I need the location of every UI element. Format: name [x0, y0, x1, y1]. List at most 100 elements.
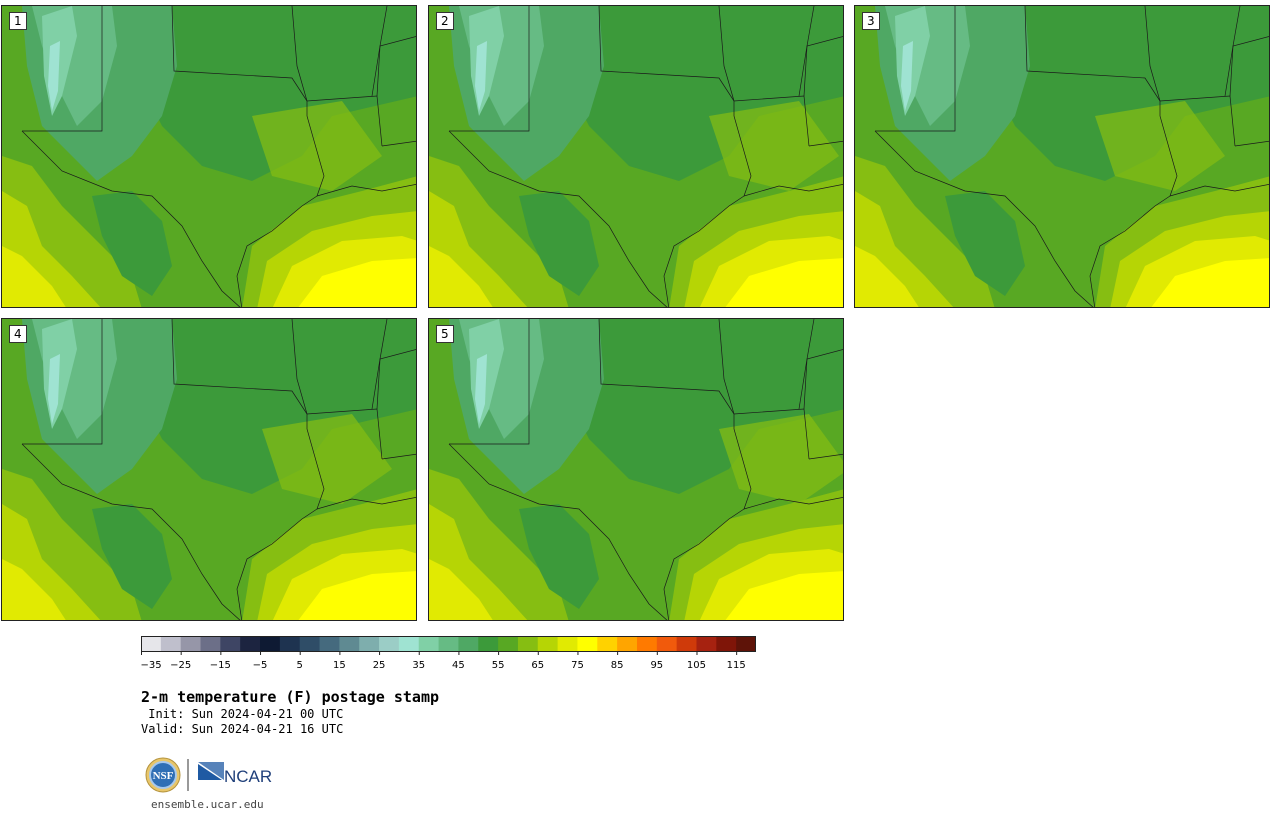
colorbar-swatch: [498, 636, 519, 652]
colorbar-swatch: [716, 636, 737, 652]
colorbar-tick-label: 75: [571, 660, 584, 671]
temperature-zone: [429, 246, 493, 307]
member-panel-3: 3: [854, 5, 1270, 308]
colorbar-swatch: [299, 636, 321, 652]
coastline: [663, 508, 745, 620]
colorbar-swatch: [418, 636, 440, 652]
temperature-zone: [48, 41, 60, 111]
colorbar-border: [141, 636, 756, 652]
coastline: [316, 184, 416, 197]
coastline: [743, 497, 843, 510]
state-border: [1224, 6, 1241, 97]
temperature-zone: [298, 258, 416, 307]
colorbar-tick-label: −25: [170, 660, 191, 671]
state-border: [291, 319, 383, 460]
temperature-zone: [48, 354, 60, 424]
colorbar-swatch: [557, 636, 578, 652]
state-border: [22, 319, 103, 445]
colorbar-tick-label: 105: [687, 660, 706, 671]
member-panel-4: 4: [1, 318, 417, 621]
state-border: [1144, 6, 1236, 147]
state-border: [449, 319, 530, 445]
colorbar-swatch: [180, 636, 202, 652]
colorbar-swatch: [260, 636, 281, 652]
temperature-zone: [429, 559, 493, 620]
colorbar-tick-label: −15: [210, 660, 231, 671]
colorbar-swatch: [279, 636, 301, 652]
ncar-logo-text: NCAR: [224, 767, 272, 786]
temperature-zone: [2, 559, 66, 620]
temperature-map-3: [855, 6, 1269, 307]
colorbar-tick-label: 15: [333, 660, 346, 671]
temperature-zone: [901, 41, 913, 111]
colorbar-swatch: [339, 636, 360, 652]
colorbar-swatch: [458, 636, 479, 652]
colorbar-swatch: [478, 636, 499, 652]
colorbar-tick-label: 45: [452, 660, 465, 671]
colorbar-tick-label: 25: [373, 660, 386, 671]
state-border: [808, 140, 843, 147]
state-border: [22, 6, 103, 132]
colorbar-tick-label: 55: [492, 660, 505, 671]
temperature-zone: [252, 101, 382, 191]
temperature-zone: [995, 6, 1269, 181]
temperature-zone: [945, 191, 1025, 296]
temperature-zone: [2, 246, 66, 307]
colorbar-swatch: [359, 636, 380, 652]
country-border: [21, 130, 241, 307]
temperature-zone: [92, 504, 172, 609]
colorbar-swatch: [577, 636, 598, 652]
member-panel-2: 2: [428, 5, 844, 308]
valid-time: Valid: Sun 2024-04-21 16 UTC: [141, 722, 344, 736]
nsf-logo-text: NSF: [153, 770, 174, 782]
coastline: [1169, 184, 1269, 197]
temperature-zone: [1095, 101, 1225, 191]
coastline: [316, 497, 416, 510]
init-time: Init: Sun 2024-04-21 00 UTC: [141, 707, 344, 721]
state-border: [875, 6, 956, 132]
temperature-map-4: [2, 319, 416, 620]
state-border: [798, 319, 815, 410]
colorbar-swatch: [597, 636, 618, 652]
colorbar-swatch: [141, 636, 162, 652]
temperature-map-2: [429, 6, 843, 307]
panel-label: 2: [436, 12, 454, 30]
country-border: [874, 130, 1094, 307]
colorbar-swatch: [696, 636, 717, 652]
colorbar-swatch: [160, 636, 182, 652]
figure-title: 2-m temperature (F) postage stamp: [141, 688, 440, 706]
source-url: ensemble.ucar.edu: [151, 798, 264, 811]
colorbar-swatch: [398, 636, 420, 652]
colorbar-tick-label: 85: [611, 660, 624, 671]
member-panel-1: 1: [1, 5, 417, 308]
colorbar-swatch: [517, 636, 539, 652]
coastline: [663, 195, 745, 307]
member-panel-5: 5: [428, 318, 844, 621]
state-border: [371, 6, 388, 97]
coastline: [236, 195, 318, 307]
state-border: [718, 6, 810, 147]
nsf-logo-icon: NSF: [145, 757, 181, 793]
state-border: [1234, 140, 1269, 147]
temperature-zone: [725, 571, 843, 620]
country-border: [448, 443, 668, 620]
state-border: [718, 319, 810, 460]
state-border: [291, 6, 383, 147]
panel-label: 5: [436, 325, 454, 343]
temperature-zone: [569, 6, 843, 181]
colorbar-swatch: [736, 636, 756, 652]
colorbar-tick-label: 5: [297, 660, 303, 671]
colorbar-ticks: −35 −25 −15 −5 5 15 25 35 45 55 65 75 85 95 105 115: [141, 652, 746, 671]
colorbar-swatch: [379, 636, 400, 652]
state-border: [371, 319, 388, 410]
logos: NSF NCAR: [144, 756, 279, 794]
temperature-zone: [519, 504, 599, 609]
state-border: [381, 140, 416, 147]
colorbar-swatch: [656, 636, 678, 652]
temperature-zone: [142, 319, 416, 494]
colorbar-swatch: [438, 636, 459, 652]
country-border: [448, 130, 668, 307]
temperature-zone: [475, 354, 487, 424]
colorbar: [141, 636, 756, 652]
temperature-zone: [569, 319, 843, 494]
